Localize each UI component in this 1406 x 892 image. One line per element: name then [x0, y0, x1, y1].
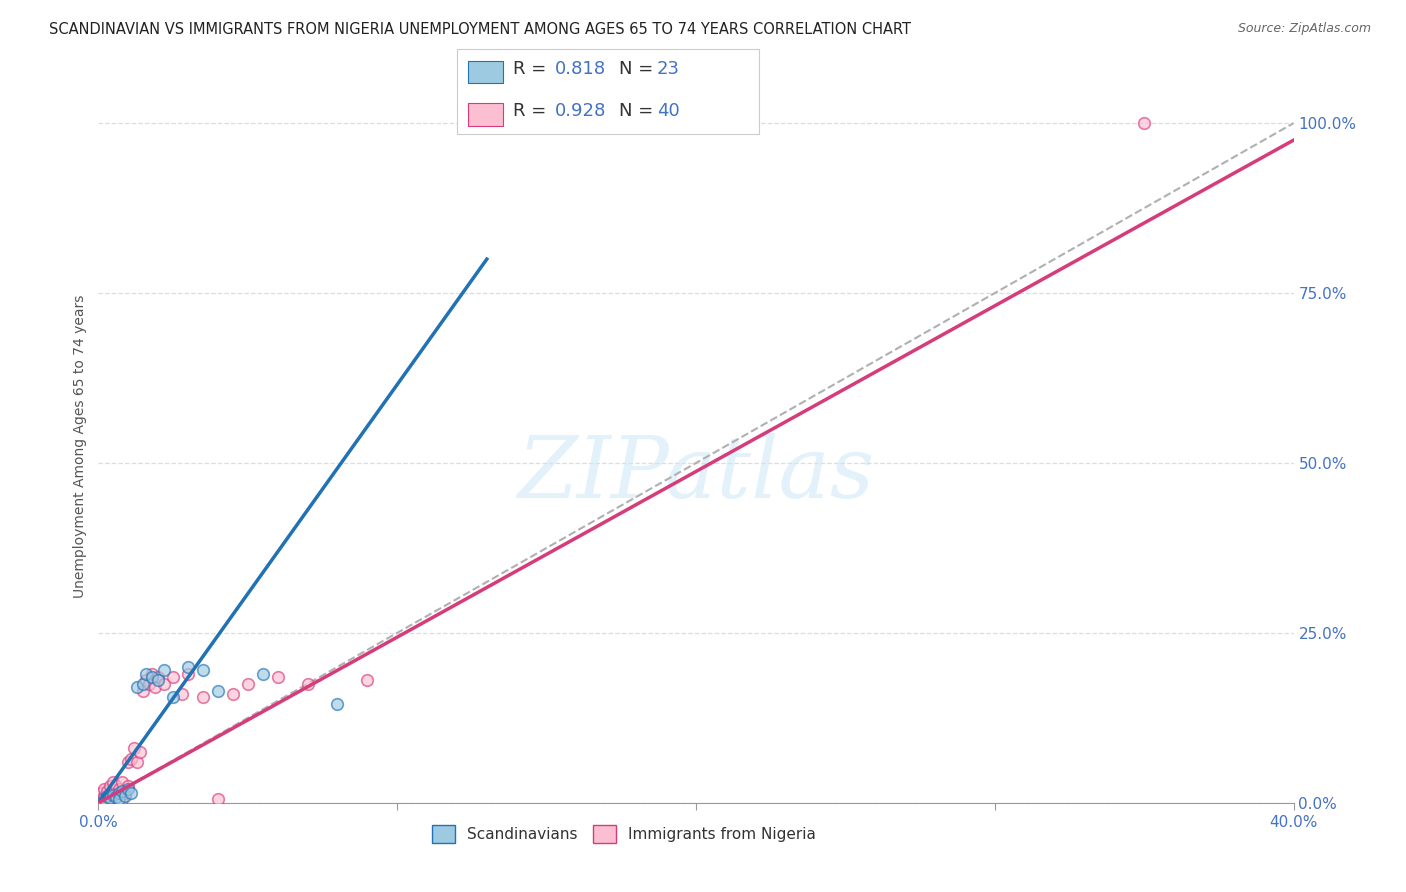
Point	[108, 786, 131, 800]
Point	[103, 788, 125, 802]
Point	[326, 698, 349, 712]
Point	[124, 741, 146, 756]
Point	[98, 779, 122, 793]
Point	[1133, 116, 1156, 130]
Point	[93, 789, 115, 803]
Point	[117, 755, 139, 769]
Point	[132, 677, 155, 691]
Point	[153, 663, 176, 677]
Point	[103, 786, 125, 800]
Point	[111, 775, 134, 789]
Point	[162, 670, 184, 684]
Point	[356, 673, 378, 688]
Point	[127, 755, 149, 769]
Point	[172, 687, 194, 701]
Point	[252, 666, 274, 681]
Point	[96, 789, 118, 803]
Point	[98, 788, 122, 802]
Point	[297, 677, 319, 691]
Text: 0.818: 0.818	[555, 60, 606, 78]
Point	[207, 683, 229, 698]
Text: SCANDINAVIAN VS IMMIGRANTS FROM NIGERIA UNEMPLOYMENT AMONG AGES 65 TO 74 YEARS C: SCANDINAVIAN VS IMMIGRANTS FROM NIGERIA …	[49, 22, 911, 37]
Point	[191, 690, 214, 705]
Point	[96, 790, 118, 805]
Text: R =: R =	[513, 60, 553, 78]
Point	[138, 677, 160, 691]
Point	[103, 775, 125, 789]
Point	[222, 687, 245, 701]
Point	[177, 660, 200, 674]
Point	[105, 779, 128, 793]
Point	[120, 751, 142, 765]
Point	[127, 680, 149, 694]
Text: 23: 23	[657, 60, 679, 78]
Point	[114, 789, 136, 803]
Point	[120, 786, 142, 800]
Point	[129, 745, 152, 759]
Point	[135, 666, 157, 681]
Text: 0.928: 0.928	[555, 103, 607, 120]
Text: R =: R =	[513, 103, 553, 120]
Point	[96, 783, 118, 797]
Point	[153, 677, 176, 691]
Point	[90, 792, 112, 806]
Point	[162, 690, 184, 705]
Point	[114, 786, 136, 800]
Point	[98, 791, 122, 805]
Point	[111, 792, 134, 806]
Point	[148, 673, 170, 688]
Point	[117, 782, 139, 797]
Point	[111, 783, 134, 797]
Text: 40: 40	[657, 103, 679, 120]
Point	[108, 792, 131, 806]
Point	[207, 792, 229, 806]
Y-axis label: Unemployment Among Ages 65 to 74 years: Unemployment Among Ages 65 to 74 years	[73, 294, 87, 598]
Point	[135, 673, 157, 688]
Point	[191, 663, 214, 677]
Point	[117, 779, 139, 793]
Point	[177, 666, 200, 681]
Point	[93, 782, 115, 797]
Point	[90, 786, 112, 800]
Point	[141, 670, 163, 684]
Point	[105, 790, 128, 805]
Point	[132, 683, 155, 698]
Legend: Scandinavians, Immigrants from Nigeria: Scandinavians, Immigrants from Nigeria	[426, 819, 823, 848]
Point	[141, 666, 163, 681]
Text: N =: N =	[619, 60, 658, 78]
Point	[267, 670, 290, 684]
Point	[108, 782, 131, 797]
Point	[105, 789, 128, 803]
Point	[93, 792, 115, 806]
Point	[143, 680, 166, 694]
Point	[148, 670, 170, 684]
Point	[236, 677, 259, 691]
Text: ZIPatlas: ZIPatlas	[517, 434, 875, 516]
Text: N =: N =	[619, 103, 658, 120]
Text: Source: ZipAtlas.com: Source: ZipAtlas.com	[1237, 22, 1371, 36]
